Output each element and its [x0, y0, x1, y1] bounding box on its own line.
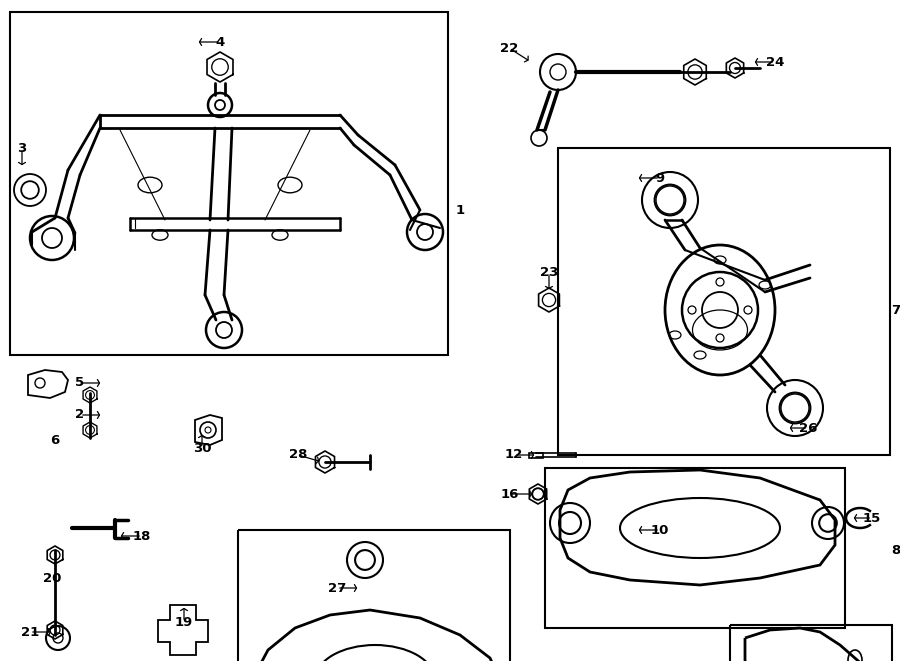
Text: 19: 19 [175, 615, 194, 629]
Bar [730, 625, 892, 661]
Text: 5: 5 [76, 377, 85, 389]
Text: 1: 1 [455, 204, 464, 217]
Bar [238, 530, 510, 661]
Text: 20: 20 [43, 572, 61, 584]
Text: 12: 12 [505, 449, 523, 461]
Text: 7: 7 [891, 303, 900, 317]
Text: 4: 4 [215, 36, 225, 48]
Text: 10: 10 [651, 524, 670, 537]
Text: 26: 26 [799, 422, 817, 434]
Text: 24: 24 [766, 56, 784, 69]
Text: 30: 30 [193, 442, 212, 455]
Text: 27: 27 [328, 582, 346, 594]
Text: 8: 8 [891, 543, 900, 557]
Text: 18: 18 [133, 529, 151, 543]
Bar [545, 468, 845, 628]
Text: 21: 21 [21, 625, 39, 639]
Text: 2: 2 [76, 408, 85, 422]
Bar [529, 453, 543, 457]
Text: 16: 16 [500, 488, 519, 500]
Text: 28: 28 [289, 449, 307, 461]
Text: 6: 6 [50, 434, 59, 446]
Text: 15: 15 [863, 512, 881, 524]
Text: 3: 3 [17, 141, 27, 155]
Bar [10, 12, 448, 355]
Text: 22: 22 [500, 42, 518, 54]
Bar [558, 148, 890, 455]
Text: 23: 23 [540, 266, 558, 278]
Text: 9: 9 [655, 171, 664, 184]
